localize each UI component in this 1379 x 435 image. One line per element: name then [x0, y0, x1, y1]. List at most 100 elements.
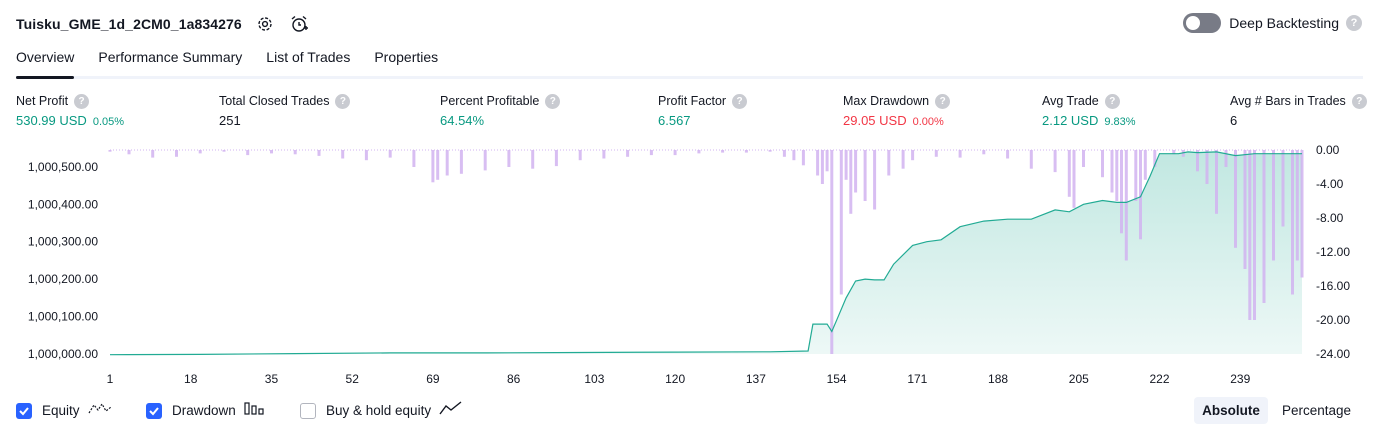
drawdown-bar	[626, 150, 630, 157]
info-icon[interactable]: ?	[935, 93, 951, 109]
x-axis-tick: 137	[746, 372, 766, 386]
drawdown-bar	[721, 150, 725, 153]
drawdown-bar	[1300, 150, 1304, 278]
metric-label: Net Profit	[16, 94, 69, 108]
equity-drawdown-chart[interactable]: 1,000,000.00 1,000,100.00 1,000,200.00 1,00…	[0, 140, 1379, 392]
drawdown-bar	[1006, 150, 1010, 159]
metric-value: 6	[1230, 113, 1238, 128]
info-icon[interactable]: ?	[1351, 93, 1367, 109]
drawdown-bar	[127, 150, 131, 155]
deep-backtesting-toggle[interactable]	[1183, 13, 1222, 33]
drawdown-bar	[649, 150, 653, 156]
metric-percent: 0.05%	[92, 116, 125, 128]
x-axis-tick: 239	[1230, 372, 1250, 386]
left-axis-tick: 1,000,000.00	[28, 347, 98, 361]
x-axis-tick: 171	[907, 372, 927, 386]
drawdown-bar	[108, 150, 112, 152]
x-axis-tick: 86	[507, 372, 521, 386]
drawdown-bar	[531, 150, 535, 169]
drawdown-bar	[222, 150, 226, 152]
help-icon[interactable]: ?	[1346, 15, 1362, 31]
right-axis-tick: -12.00	[1316, 245, 1350, 259]
drawdown-bar	[873, 150, 877, 210]
drawdown-bar	[825, 150, 829, 172]
checkbox-buy-hold-equity[interactable]	[300, 402, 316, 419]
x-axis-tick: 188	[988, 372, 1008, 386]
legend-equity[interactable]: Equity	[16, 400, 112, 421]
x-axis-tick: 103	[584, 372, 604, 386]
equity-line-icon	[88, 400, 112, 421]
drawdown-bar	[270, 150, 273, 154]
percentage-button[interactable]: Percentage	[1281, 403, 1351, 418]
info-icon[interactable]: ?	[545, 93, 561, 109]
drawdown-bar	[317, 150, 321, 156]
drawdown-bar	[1224, 150, 1228, 167]
drawdown-bar	[1291, 150, 1294, 295]
drawdown-bar	[911, 150, 915, 161]
drawdown-bar	[483, 150, 487, 171]
drawdown-bar	[901, 150, 905, 169]
add-alert-clock-icon[interactable]	[288, 13, 310, 35]
drawdown-bar	[1029, 150, 1033, 169]
legend-label: Equity	[42, 403, 80, 418]
info-icon[interactable]: ?	[74, 93, 90, 109]
tab-list-of-trades[interactable]: List of Trades	[266, 49, 351, 65]
drawdown-bar	[1143, 150, 1147, 180]
metric-value: 530.99 USD	[16, 113, 87, 128]
right-axis-tick: -4.00	[1316, 177, 1344, 191]
metric-percent-profitable: Percent Profitable? 64.54%	[440, 93, 561, 128]
deep-backtesting-control: Deep Backtesting ?	[1183, 13, 1362, 33]
drawdown-bar	[578, 150, 582, 161]
drawdown-bar	[863, 150, 867, 201]
metric-value: 29.05 USD	[843, 113, 907, 128]
metric-value: 2.12 USD	[1042, 113, 1099, 128]
report-tabs: Overview Performance Summary List of Tra…	[16, 46, 1363, 79]
drawdown-bar	[697, 150, 701, 154]
right-axis-tick: -8.00	[1316, 211, 1344, 225]
drawdown-bar	[1253, 150, 1256, 320]
tab-properties[interactable]: Properties	[374, 49, 439, 65]
drawdown-bar	[1072, 150, 1076, 208]
drawdown-bar	[1139, 150, 1142, 240]
metric-avg-bars-in-trades: Avg # Bars in Trades? 6	[1230, 93, 1367, 128]
drawdown-bar	[1272, 150, 1275, 261]
metric-percent: 9.83%	[1104, 116, 1136, 128]
metric-value: 64.54%	[440, 113, 485, 128]
checkbox-drawdown[interactable]	[146, 402, 162, 419]
metric-max-drawdown: Max Drawdown? 29.05 USD 0.00%	[843, 93, 951, 128]
drawdown-bar	[1234, 150, 1237, 248]
drawdown-bar	[341, 150, 345, 159]
drawdown-bar	[816, 150, 820, 176]
drawdown-bar	[364, 150, 368, 161]
drawdown-bar	[1120, 150, 1123, 234]
drawdown-bar	[934, 150, 938, 157]
info-icon[interactable]: ?	[335, 93, 351, 109]
drawdown-bar	[1101, 150, 1104, 178]
absolute-button[interactable]: Absolute	[1194, 397, 1268, 424]
drawdown-bar	[849, 150, 853, 214]
tab-performance-summary[interactable]: Performance Summary	[98, 49, 243, 65]
right-axis-tick: 0.00	[1316, 143, 1340, 157]
legend-label: Buy & hold equity	[326, 403, 432, 418]
legend-drawdown[interactable]: Drawdown	[146, 400, 266, 421]
x-axis-tick: 69	[426, 372, 440, 386]
info-icon[interactable]: ?	[732, 93, 748, 109]
drawdown-bar	[782, 150, 786, 157]
legend-buy-hold-equity[interactable]: Buy & hold equity	[300, 400, 463, 421]
drawdown-bar	[1248, 150, 1252, 320]
drawdown-bar	[982, 150, 986, 155]
metric-value: 6.567	[658, 113, 691, 128]
drawdown-bar	[1153, 150, 1157, 167]
drawdown-bar	[507, 150, 511, 167]
tab-overview[interactable]: Overview	[16, 46, 75, 79]
drawdown-bar	[1053, 150, 1057, 173]
info-icon[interactable]: ?	[1104, 93, 1120, 109]
drawdown-bar	[151, 150, 155, 158]
drawdown-bar	[1281, 150, 1285, 227]
metric-avg-trade: Avg Trade? 2.12 USD 9.83%	[1042, 93, 1136, 128]
left-axis-tick: 1,000,300.00	[28, 235, 98, 249]
gear-icon[interactable]	[254, 13, 276, 35]
drawdown-bar	[246, 150, 250, 156]
checkbox-equity[interactable]	[16, 402, 32, 419]
x-axis-tick: 18	[184, 372, 198, 386]
